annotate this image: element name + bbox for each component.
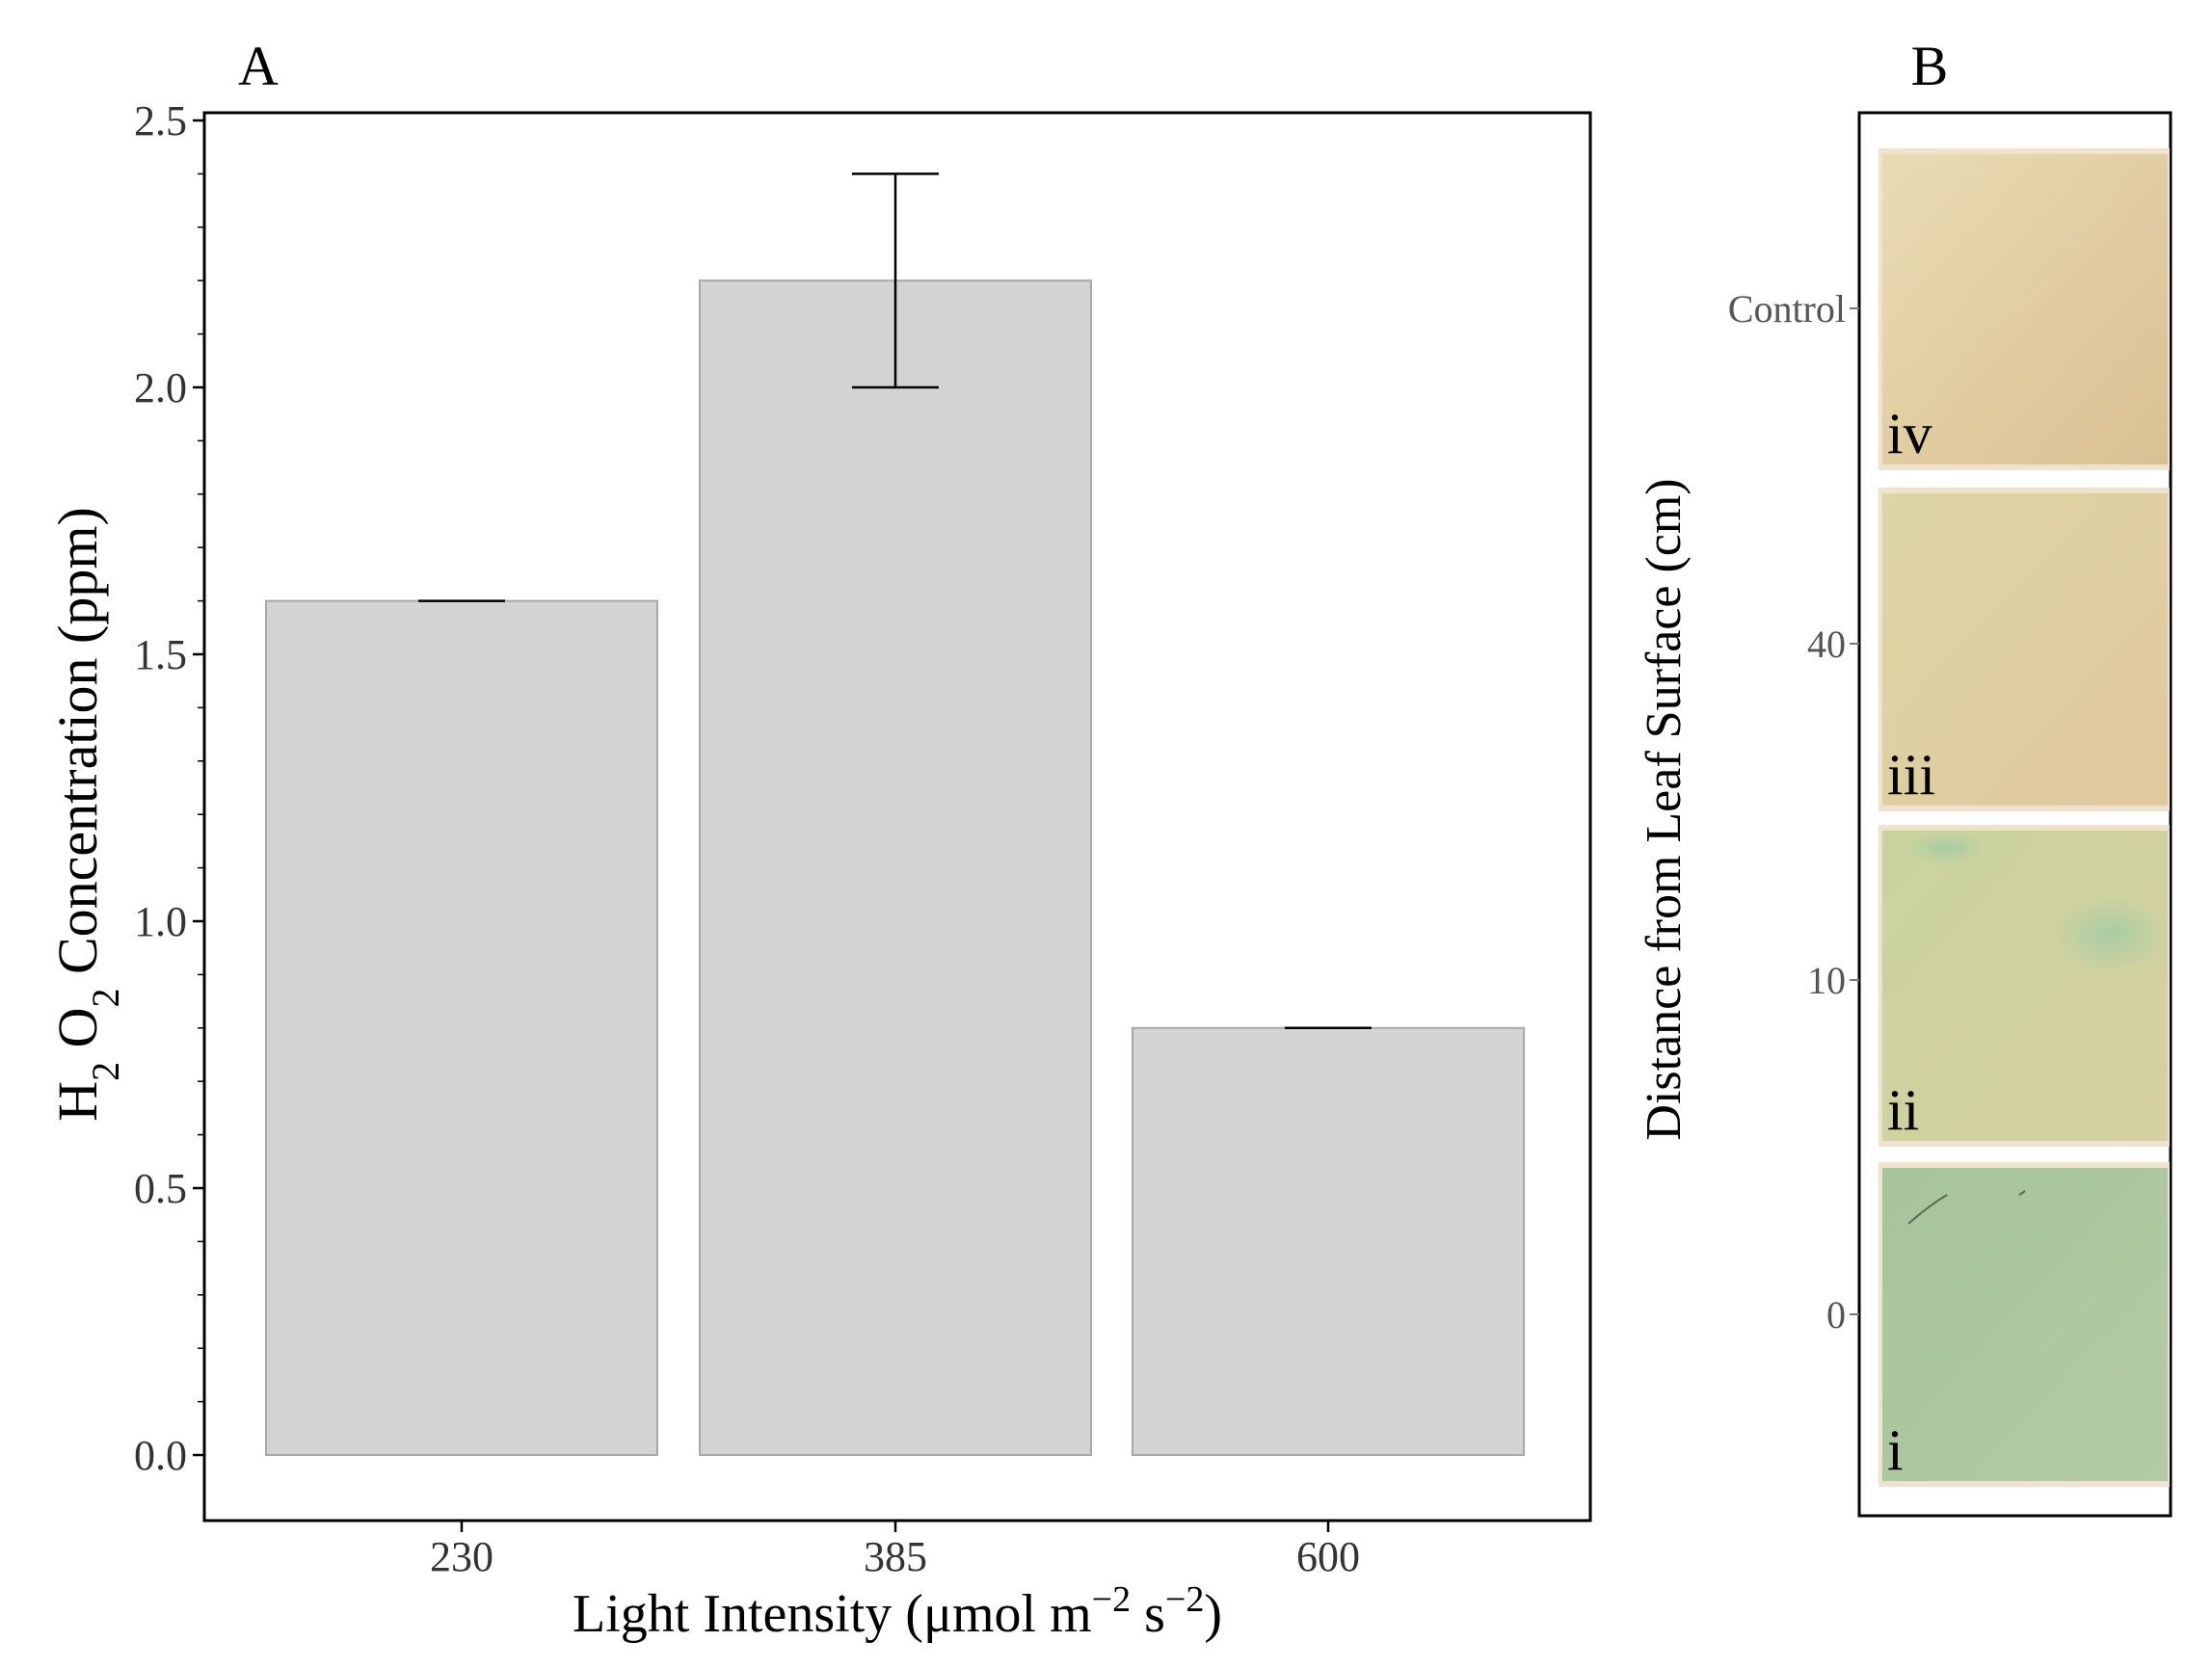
debris-mark xyxy=(2018,1190,2026,1196)
test-strip-iv xyxy=(1882,154,2168,464)
y-tick-label: 40 xyxy=(1807,622,1846,666)
y-tick-label: 2.5 xyxy=(134,97,187,145)
stain-spot xyxy=(1908,831,1985,865)
test-strip-i xyxy=(1882,1168,2168,1481)
y-tick-label: 1.0 xyxy=(134,898,187,945)
x-tick-label: 230 xyxy=(430,1533,493,1580)
debris-mark xyxy=(1907,1194,1948,1225)
y-tick-label: 0.5 xyxy=(134,1165,187,1212)
y-tick-label: 0.0 xyxy=(134,1432,187,1479)
y-axis-label: Distance from Leaf Surface (cm) xyxy=(1637,478,1692,1140)
stain-spot xyxy=(2053,896,2169,973)
test-strip-iii xyxy=(1882,493,2168,806)
panel-a-label: A xyxy=(238,35,279,97)
y-tick-label: 0 xyxy=(1826,1293,1846,1337)
bar xyxy=(265,599,658,1456)
strip-label: iii xyxy=(1887,743,1935,807)
x-tick-label: 600 xyxy=(1296,1533,1360,1580)
y-tick-label: 10 xyxy=(1807,959,1846,1002)
y-tick-label: Control xyxy=(1728,287,1846,331)
strip-label: iv xyxy=(1887,402,1932,465)
y-axis-label: H2 O2 Concentration (ppm) xyxy=(46,507,127,1122)
x-axis-label: Light Intensity (μmol m−2 s−2) xyxy=(573,1579,1222,1644)
strip-label: i xyxy=(1887,1418,1904,1482)
strip-label: ii xyxy=(1887,1078,1919,1142)
bar xyxy=(699,279,1092,1457)
x-tick-label: 385 xyxy=(864,1533,927,1580)
panel-b-label: B xyxy=(1911,35,1949,97)
bar-chart: 0.0 0.5 1.0 1.5 2.0 2.5 230 385 600 Light Intensi… xyxy=(46,97,1592,1644)
test-strip-ii xyxy=(1882,831,2168,1141)
y-tick-label: 1.5 xyxy=(134,631,187,678)
plot-frame xyxy=(202,111,1592,1522)
y-tick-label: 2.0 xyxy=(134,364,187,411)
bar xyxy=(1132,1026,1525,1457)
